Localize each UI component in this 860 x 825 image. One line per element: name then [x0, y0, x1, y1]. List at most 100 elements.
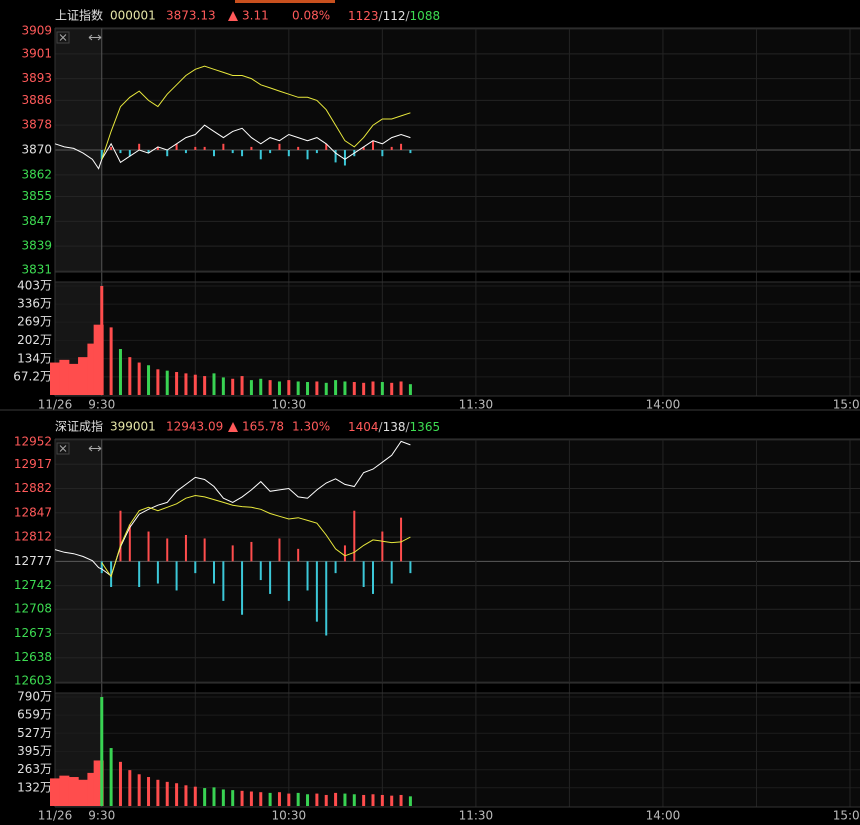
volume-bar [343, 381, 347, 395]
market-breadth: 1123/112/1088 [348, 9, 440, 23]
volume-bar [408, 384, 412, 395]
y-tick-label: 12952 [14, 435, 52, 449]
volume-bar [68, 363, 79, 395]
close-icon [59, 445, 67, 452]
volume-bar [334, 380, 338, 395]
volume-bar [268, 792, 272, 806]
volume-bar [352, 382, 356, 395]
price-line [54, 124, 411, 170]
volume-bar [306, 382, 310, 395]
unchanged: 138 [383, 420, 406, 434]
volume-bar [137, 774, 141, 806]
volume-bar [240, 790, 244, 806]
y-tick-label: 3831 [21, 263, 52, 277]
volume-bar [50, 778, 60, 806]
volume-tick-label: 67.2万 [13, 369, 52, 383]
volume-bar [380, 382, 384, 395]
x-tick-label: 11/26 [38, 398, 73, 412]
volume-bar [118, 761, 122, 806]
volume-bar [324, 382, 328, 395]
volume-bar [221, 377, 225, 395]
volume-bar [249, 380, 253, 395]
volume-bar [118, 349, 122, 395]
unchanged: 112 [383, 9, 406, 23]
separator: / [406, 9, 411, 23]
up-arrow [228, 422, 238, 432]
y-tick-label: 12812 [14, 530, 52, 544]
volume-bar [315, 381, 319, 395]
y-tick-label: 3909 [21, 24, 52, 38]
volume-bar [277, 792, 281, 806]
y-tick-label: 3870 [21, 143, 52, 157]
volume-tick-label: 263万 [17, 762, 52, 776]
close-icon [59, 34, 67, 41]
active-tab-bar [235, 0, 335, 3]
volume-bar [147, 365, 151, 395]
volume-bar [371, 794, 375, 806]
volume-tick-label: 336万 [17, 297, 52, 311]
volume-bar [221, 789, 225, 806]
volume-bar [259, 792, 263, 806]
x-tick-label: 11:30 [459, 398, 494, 412]
decliners: 1088 [410, 9, 441, 23]
volume-bar [93, 324, 104, 395]
volume-bar [408, 796, 412, 806]
separator: / [379, 9, 384, 23]
y-tick-label: 12847 [14, 505, 52, 519]
volume-bar [212, 787, 216, 806]
x-tick-label: 10:30 [272, 398, 307, 412]
index-code: 000001 [110, 9, 156, 23]
y-tick-label: 12917 [14, 457, 52, 471]
volume-bar [100, 286, 104, 395]
volume-bar [212, 373, 216, 395]
volume-bar [399, 794, 403, 806]
volume-bar [156, 779, 160, 806]
volume-tick-label: 132万 [17, 780, 52, 794]
volume-bar [259, 378, 263, 395]
y-tick-label: 3893 [21, 71, 52, 85]
volume-bar [137, 362, 141, 395]
volume-tick-label: 269万 [17, 315, 52, 329]
volume-bar [184, 785, 188, 806]
volume-bar [249, 791, 253, 806]
volume-bar [128, 357, 132, 395]
y-tick-label: 12742 [14, 578, 52, 592]
separator: / [379, 420, 384, 434]
volume-bar [165, 370, 169, 395]
volume-bar [362, 794, 366, 806]
volume-bar [50, 362, 60, 395]
volume-bar [315, 793, 319, 806]
volume-bar [87, 772, 98, 806]
y-tick-label: 3901 [21, 46, 52, 60]
volume-bar [165, 781, 169, 806]
volume-bar [128, 770, 132, 806]
percent-change: 1.30% [292, 420, 330, 434]
percent-change: 0.08% [292, 9, 330, 23]
volume-bar [268, 380, 272, 395]
volume-bar [156, 369, 160, 395]
volume-bar [399, 381, 403, 395]
index-name: 上证指数 [55, 8, 103, 23]
y-tick-label: 12638 [14, 650, 52, 664]
advancers: 1123 [348, 9, 379, 23]
volume-bar [287, 793, 291, 806]
volume-bar [193, 786, 197, 806]
volume-bar [100, 697, 104, 806]
y-tick-label: 3862 [21, 167, 52, 181]
volume-bar [296, 381, 300, 395]
price-change: 165.78 [242, 420, 284, 434]
volume-bar [343, 793, 347, 806]
advancers: 1404 [348, 420, 379, 434]
x-tick-label: 11/26 [38, 809, 73, 823]
volume-bar [324, 794, 328, 806]
volume-bar [109, 748, 113, 806]
volume-bar [78, 357, 89, 395]
x-tick-label: 14:00 [646, 398, 681, 412]
volume-tick-label: 527万 [17, 726, 52, 740]
volume-bar [184, 373, 188, 395]
x-tick-label: 10:30 [272, 809, 307, 823]
volume-bar [93, 760, 104, 806]
volume-bar [371, 381, 375, 395]
volume-bar [277, 381, 281, 395]
